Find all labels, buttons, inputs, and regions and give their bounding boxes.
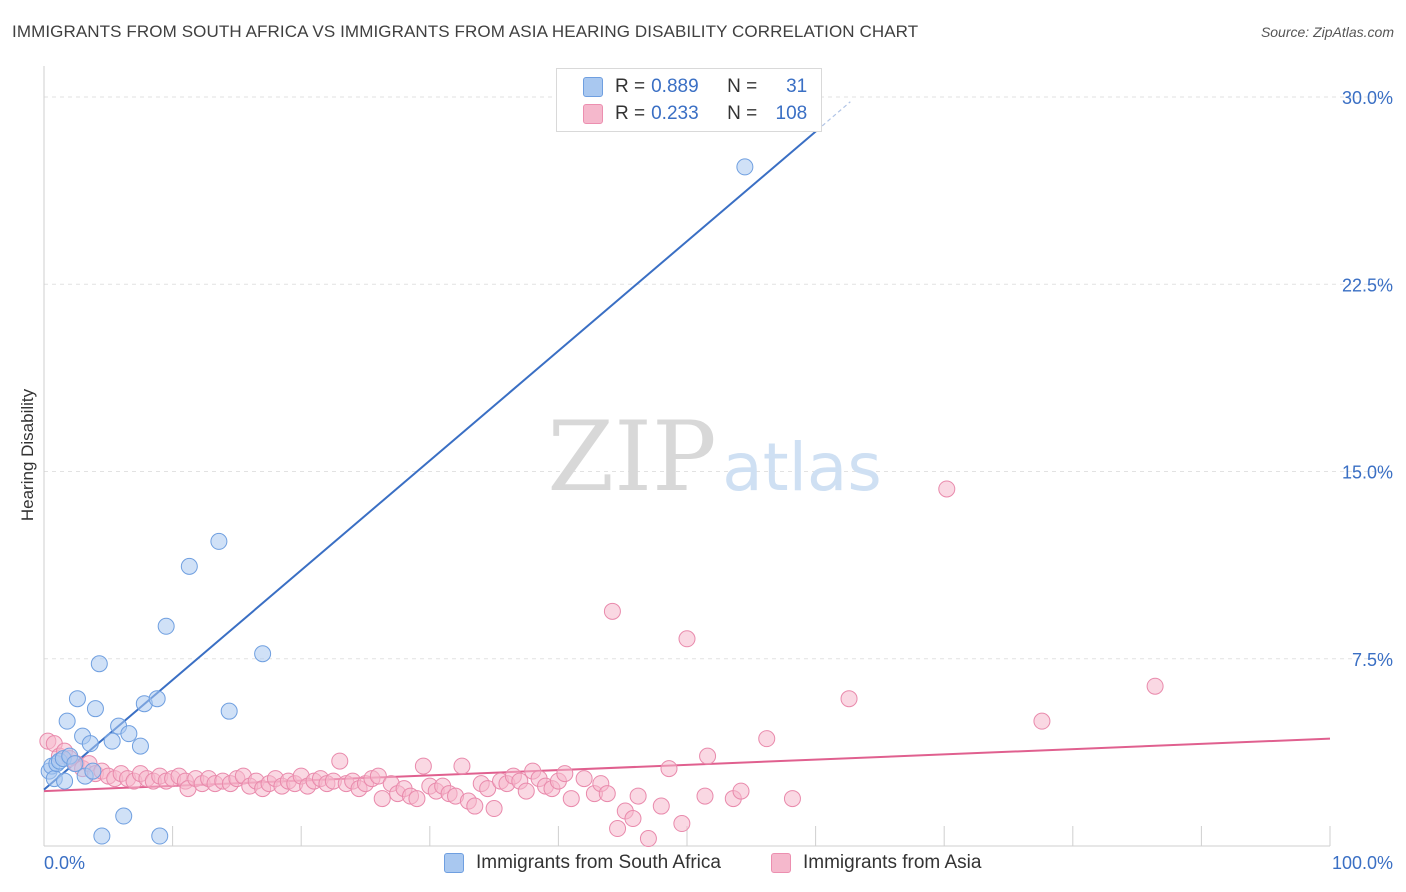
point-asia <box>624 810 642 828</box>
point-asia <box>629 787 647 805</box>
point-south-africa <box>93 827 111 845</box>
legend-r-value: 0.889 <box>651 76 699 97</box>
point-asia <box>598 785 616 803</box>
point-south-africa <box>81 735 99 753</box>
legend-r-value: 0.233 <box>651 103 699 124</box>
point-south-africa <box>148 690 166 708</box>
y-tick-label: 30.0% <box>1342 88 1393 108</box>
point-south-africa <box>103 732 121 750</box>
point-south-africa <box>180 557 198 575</box>
point-asia <box>673 815 691 833</box>
point-asia <box>373 790 391 808</box>
point-south-africa <box>58 712 76 730</box>
point-south-africa <box>120 725 138 743</box>
legend-swatch-blue <box>583 77 603 97</box>
point-asia <box>1033 712 1051 730</box>
bottom-legend-swatch-pink <box>771 853 791 873</box>
grid <box>44 96 1392 660</box>
point-asia <box>485 800 503 818</box>
point-south-africa <box>86 700 104 718</box>
tick-labels: 7.5% 15.0% 22.5% 30.0% 0.0% 100.0% <box>44 88 1393 873</box>
legend-n-label: N = <box>727 103 758 124</box>
point-asia <box>466 797 484 815</box>
axes <box>43 66 1331 847</box>
point-asia <box>699 747 717 765</box>
point-south-africa <box>157 617 175 635</box>
legend-n-value: 108 <box>775 103 808 124</box>
point-south-africa <box>254 645 272 663</box>
bottom-legend-label: Immigrants from South Africa <box>476 852 721 873</box>
point-asia <box>556 765 574 783</box>
point-south-africa <box>66 755 84 773</box>
point-south-africa <box>736 158 754 176</box>
bottom-legend-swatch-blue <box>444 853 464 873</box>
point-asia <box>453 757 471 775</box>
point-south-africa <box>68 690 86 708</box>
point-asia <box>938 480 956 498</box>
series-asia-points <box>39 480 1164 848</box>
point-asia <box>696 787 714 805</box>
legend-r-label: R = <box>615 103 646 124</box>
point-asia <box>408 790 426 808</box>
point-asia <box>1146 677 1164 695</box>
point-south-africa <box>115 807 133 825</box>
point-asia <box>414 757 432 775</box>
point-asia <box>331 752 349 770</box>
bottom-legend-asia: Immigrants from Asia <box>771 852 981 874</box>
point-south-africa <box>151 827 169 845</box>
x-tick-label: 100.0% <box>1332 853 1393 873</box>
legend-swatch-pink <box>583 104 603 124</box>
watermark-zip: ZIP <box>547 401 716 513</box>
y-tick-label: 22.5% <box>1342 275 1393 295</box>
trend-line-south-africa <box>43 129 818 791</box>
stats-legend: R = 0.889 N = 31 R = 0.233 N = 108 <box>556 68 822 132</box>
point-asia <box>639 830 657 848</box>
trend-line-south-africa-extension <box>816 101 851 131</box>
point-asia <box>517 782 535 800</box>
bottom-legend-south-africa: Immigrants from South Africa <box>444 852 721 874</box>
point-south-africa <box>210 532 228 550</box>
point-south-africa <box>220 702 238 720</box>
watermark-atlas: atlas <box>722 429 882 506</box>
legend-n-value: 31 <box>786 76 808 97</box>
y-tick-label: 7.5% <box>1352 650 1393 670</box>
point-asia <box>783 790 801 808</box>
point-south-africa <box>90 655 108 673</box>
watermark: ZIP atlas <box>547 401 881 513</box>
point-asia <box>369 767 387 785</box>
point-south-africa <box>56 772 74 790</box>
x-tick-label: 0.0% <box>44 853 85 873</box>
y-tick-label: 15.0% <box>1342 463 1393 483</box>
point-asia <box>575 770 593 788</box>
point-asia <box>678 630 696 648</box>
point-asia <box>758 730 776 748</box>
y-axis-title: Hearing Disability <box>18 388 37 522</box>
point-south-africa <box>131 737 149 755</box>
point-asia <box>652 797 670 815</box>
bottom-legend-label: Immigrants from Asia <box>803 852 982 873</box>
legend-n-label: N = <box>727 76 758 97</box>
point-asia <box>562 790 580 808</box>
point-south-africa <box>84 762 102 780</box>
series-south-africa-points <box>40 158 754 845</box>
point-asia <box>840 690 858 708</box>
source-label: Source: ZipAtlas.com <box>1260 24 1394 40</box>
point-asia <box>609 820 627 838</box>
chart-title: IMMIGRANTS FROM SOUTH AFRICA VS IMMIGRAN… <box>12 22 919 41</box>
legend-r-label: R = <box>615 76 646 97</box>
point-asia <box>603 602 621 620</box>
legend-row-south-africa: R = 0.889 N = 31 <box>583 74 807 100</box>
point-asia <box>660 760 678 778</box>
legend-row-asia: R = 0.233 N = 108 <box>583 101 807 127</box>
point-asia <box>479 780 497 798</box>
point-asia <box>732 782 750 800</box>
